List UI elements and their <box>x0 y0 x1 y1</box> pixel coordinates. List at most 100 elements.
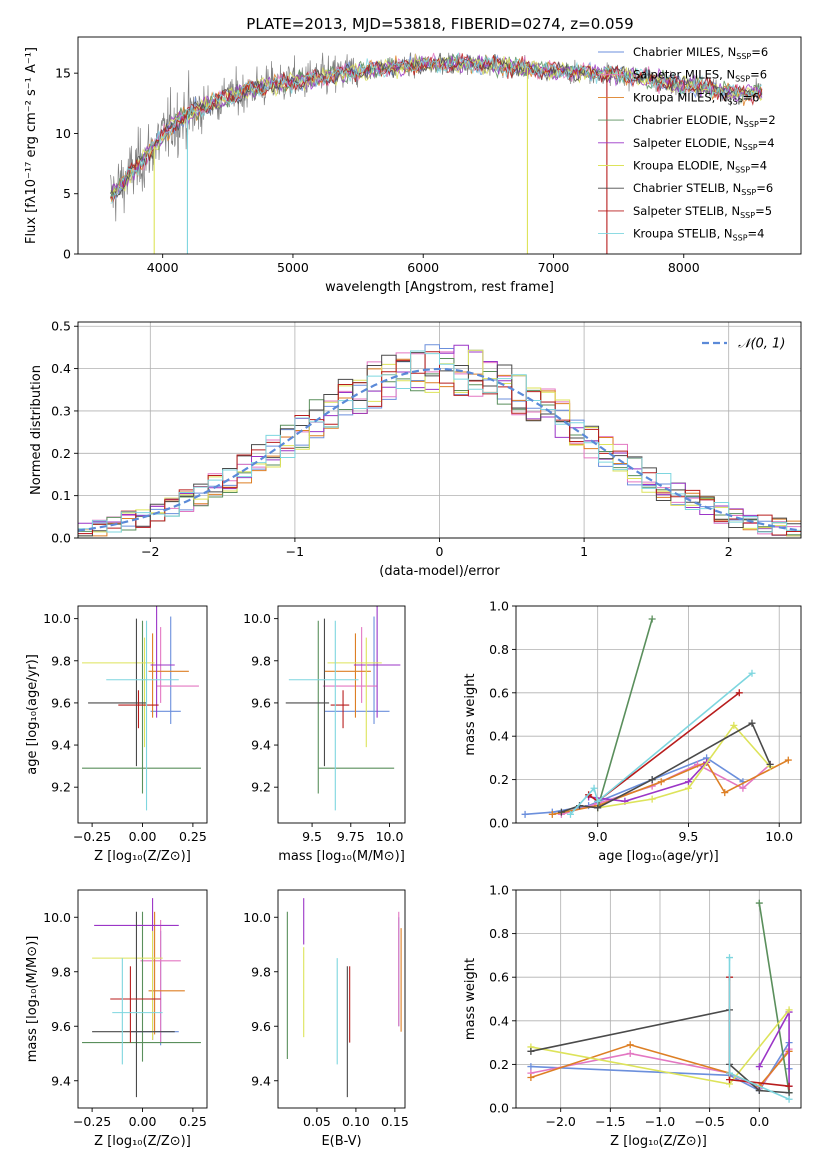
x-tick-label: 6000 <box>407 260 439 275</box>
legend: Chabrier MILES, NSSP=6 Salpeter MILES, NS… <box>598 45 776 243</box>
x-tick-label: 7000 <box>538 260 570 275</box>
y-tick-label: 9.6 <box>251 1019 271 1034</box>
model-spectrum-line <box>110 52 763 204</box>
histogram-step <box>78 344 801 537</box>
x-tick-label: 0.05 <box>303 1114 331 1129</box>
x-tick-label: −1.5 <box>595 1114 625 1129</box>
legend-value: =4 <box>750 159 767 173</box>
y-tick-label: 15 <box>55 66 71 81</box>
x-tick-label: 0.15 <box>381 1114 409 1129</box>
y-axis-label: mass weight <box>463 673 478 755</box>
weight-marker <box>755 1063 763 1071</box>
x-tick-label: 5000 <box>277 260 309 275</box>
y-axis-label: Flux [fλ10⁻¹⁷ erg cm⁻² s⁻¹ A⁻¹] <box>24 47 39 244</box>
weight-marker <box>755 899 763 907</box>
weight-marker <box>548 810 556 818</box>
y-tick-label: 0.6 <box>489 685 509 700</box>
figure-title: PLATE=2013, MJD=53818, FIBERID=0274, z=0… <box>246 15 633 33</box>
y-tick-label: 10 <box>55 126 71 141</box>
x-tick-label: 10.0 <box>376 829 404 844</box>
y-tick-label: 0.1 <box>51 488 71 503</box>
weight-marker <box>721 789 729 797</box>
weight-marker <box>527 1047 535 1055</box>
weight-marker <box>766 760 774 768</box>
weight-marker <box>726 1069 734 1077</box>
legend-sub: SSP <box>735 75 750 84</box>
legend-value: =2 <box>759 113 776 127</box>
axes-mass_Z: −0.25 0.00 0.25 9.4 9.6 9.8 10.0 Z [log₁₀(Z/Z⊙)… <box>25 889 208 1149</box>
weight-marker <box>594 797 602 805</box>
plot-area <box>286 898 402 1098</box>
x-tick-label: 9.5 <box>679 829 699 844</box>
weight-marker <box>748 719 756 727</box>
legend-label: Kroupa ELODIE, NSSP=4 <box>633 159 767 175</box>
x-tick-label: −0.25 <box>73 829 111 844</box>
y-tick-label: 9.8 <box>51 653 71 668</box>
y-tick-label: 9.6 <box>51 695 71 710</box>
weight-marker <box>785 1082 793 1090</box>
weight-line <box>569 672 753 815</box>
x-tick-label: 0.00 <box>129 829 157 844</box>
y-axis-label: mass weight <box>463 958 478 1040</box>
legend-sub: SSP <box>736 52 751 61</box>
weight-marker <box>626 1050 634 1057</box>
weight-marker <box>657 778 665 786</box>
weight-marker <box>557 808 565 816</box>
legend-label: Kroupa STELIB, NSSP=4 <box>633 227 764 243</box>
x-tick-label: 9.75 <box>337 829 365 844</box>
legend-value: =4 <box>748 227 765 241</box>
x-axis-label: wavelength [Angstrom, rest frame] <box>325 280 554 295</box>
y-tick-label: 0.4 <box>489 729 509 744</box>
x-axis-label: Z [log₁₀(Z/Z⊙)] <box>610 1134 707 1149</box>
legend-label: Chabrier ELODIE, NSSP=2 <box>633 113 776 129</box>
y-tick-label: 9.6 <box>51 1019 71 1034</box>
plot-area <box>521 615 792 818</box>
y-tick-label: 0.2 <box>489 1057 509 1072</box>
x-axis-label: E(B-V) <box>321 1134 361 1149</box>
x-axis-label: age [log₁₀(age/yr)] <box>598 849 719 864</box>
weight-marker <box>684 778 692 786</box>
weight-marker <box>648 776 656 784</box>
plot-area <box>78 344 801 537</box>
legend-label: Salpeter ELODIE, NSSP=4 <box>633 136 775 152</box>
legend-value: =6 <box>751 45 768 59</box>
y-tick-label: 10.0 <box>243 611 271 626</box>
x-tick-label: −2.0 <box>546 1114 576 1129</box>
x-tick-label: 9.5 <box>302 829 322 844</box>
weight-marker <box>739 784 747 792</box>
weight-marker <box>648 795 656 803</box>
legend-sub: SSP <box>735 166 750 175</box>
x-tick-label: −0.5 <box>694 1114 724 1129</box>
axes-age_mass: 9.5 9.75 10.0 9.2 9.4 9.6 9.8 10.0 mass [log₁₀(M… <box>243 605 406 864</box>
legend-sub: SSP <box>733 234 748 243</box>
x-tick-label: 0.25 <box>179 829 207 844</box>
axes-frame <box>77 36 802 255</box>
y-axis-label: Normed distribution <box>29 365 44 495</box>
weight-marker <box>730 721 738 729</box>
weight-line <box>588 761 708 803</box>
weight-marker <box>590 784 598 792</box>
y-tick-label: 10.0 <box>43 910 71 925</box>
plot-area <box>82 898 201 1098</box>
y-tick-label: 0.0 <box>489 816 509 831</box>
y-tick-label: 1.0 <box>489 599 509 614</box>
y-tick-label: 5 <box>63 186 71 201</box>
x-axis-label: Z [log₁₀(Z/Z⊙)] <box>94 849 191 864</box>
axes-residuals: −2 −1 0 1 2 0.0 0.1 0.2 0.3 0.4 0.5 (data-model)/er… <box>29 319 802 579</box>
y-tick-label: 0.3 <box>51 403 71 418</box>
axes-frame <box>277 605 406 824</box>
y-tick-label: 0.6 <box>489 970 509 985</box>
axes-frame <box>277 889 406 1109</box>
y-tick-label: 0.4 <box>489 1013 509 1028</box>
y-tick-label: 0.0 <box>51 531 71 546</box>
legend-value: =5 <box>755 204 772 218</box>
x-tick-label: 8000 <box>668 260 700 275</box>
y-tick-label: 9.4 <box>251 1073 271 1088</box>
y-tick-label: 9.4 <box>51 738 71 753</box>
y-tick-label: 9.8 <box>251 653 271 668</box>
y-tick-label: 0.8 <box>489 642 509 657</box>
plot-area <box>285 606 401 811</box>
y-tick-label: 0.4 <box>51 361 71 376</box>
x-tick-label: 1 <box>580 544 588 559</box>
